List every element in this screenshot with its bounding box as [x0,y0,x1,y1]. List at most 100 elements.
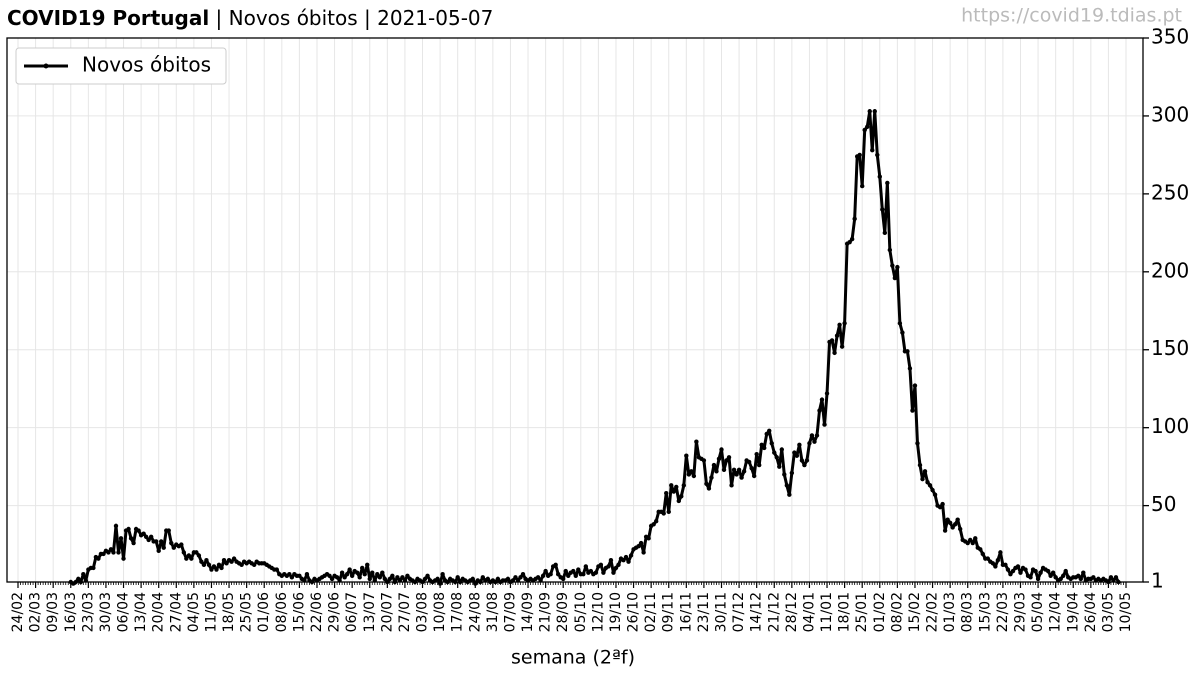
data-point [1035,576,1041,582]
x-tick-label: 05/10 [573,592,589,632]
data-point [817,408,822,413]
data-point [141,531,146,536]
data-point [216,562,222,568]
data-point [621,557,626,563]
data-point [146,537,151,543]
data-point [822,422,827,427]
data-point [749,466,754,471]
data-point [814,433,820,438]
data-point [714,469,719,474]
data-point [239,562,244,568]
data-point [156,548,161,554]
data-point [1050,570,1056,575]
x-tick-label: 06/07 [344,592,360,632]
data-point [968,537,973,543]
data-point [211,564,217,569]
data-point [799,458,805,463]
data-point [628,553,634,558]
data-point [387,576,393,582]
data-point [666,509,671,515]
data-point [206,562,212,568]
data-point [573,573,578,578]
data-point [807,441,812,446]
x-tick-label: 29/06 [327,592,343,632]
data-point [734,472,739,477]
data-point [583,564,589,569]
data-point [626,559,631,564]
data-point [354,570,360,575]
data-point [925,480,930,485]
data-point [128,536,134,541]
data-point [646,536,651,541]
data-point [608,557,614,563]
title-main: COVID19 Portugal [7,6,209,30]
y-tick-label: 100 [1151,414,1189,438]
data-point [772,450,777,455]
data-point [289,575,295,580]
data-point [505,576,511,582]
y-tick-label: 200 [1151,258,1189,282]
data-point [947,520,953,525]
data-point [616,562,621,568]
data-point [671,489,676,494]
data-point [347,567,352,572]
data-point [804,458,810,463]
data-point [892,275,898,281]
x-tick-label: 21/09 [538,592,554,632]
data-point [588,568,594,574]
data-point [769,441,774,446]
data-point [121,556,126,561]
data-point [113,523,119,529]
data-point [480,575,486,580]
data-point [653,519,659,524]
x-tick-label: 12/04 [1048,592,1064,632]
data-point [950,525,955,530]
data-point [425,573,430,578]
x-tick-label: 30/11 [714,592,730,632]
source: https://covid19.tdias.pt [961,5,1182,27]
data-point [849,236,855,242]
data-point [641,550,646,555]
data-point [1008,572,1013,577]
data-point [862,127,867,133]
data-point [739,475,744,480]
data-point [711,462,717,468]
data-point [945,517,950,522]
data-point [952,522,958,527]
data-point [1081,570,1086,575]
data-point [201,562,207,568]
data-point [495,576,501,582]
data-point [513,575,518,580]
data-point [1033,568,1038,574]
data-point [360,565,365,571]
data-point [726,455,732,460]
x-tick-label: 06/04 [116,592,132,632]
data-point [179,542,184,547]
data-point [108,547,114,552]
x-tick-label: 15/03 [977,592,993,632]
series-line [69,109,1120,586]
x-tick-label: 28/12 [784,592,800,632]
x-tick-label: 11/05 [203,592,219,632]
data-point [543,568,548,574]
data-point [719,447,724,452]
x-tick-label: 15/02 [907,592,923,632]
legend-marker [43,63,49,69]
data-point [274,567,279,572]
data-point [995,557,1001,563]
data-point [1091,575,1096,580]
data-point [890,263,895,268]
data-point [199,559,204,564]
data-point [636,543,641,549]
data-point [777,464,782,469]
x-tick-label: 16/03 [63,592,79,632]
data-point [751,473,757,479]
data-point [535,575,541,580]
y-tick-label: 300 [1151,102,1189,126]
data-point [812,439,817,444]
x-tick-label: 02/11 [643,592,659,632]
data-point [287,572,292,577]
data-point [877,174,882,179]
data-point [1015,564,1021,569]
data-point [978,547,983,552]
